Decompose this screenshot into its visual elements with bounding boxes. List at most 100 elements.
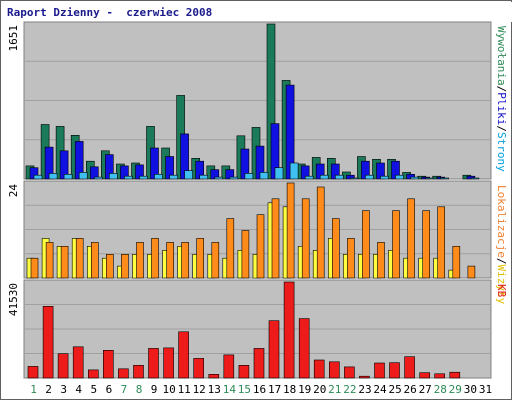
- bar-bottom-kb: [344, 366, 355, 379]
- day-label: 5: [90, 383, 97, 396]
- day-label: 25: [388, 383, 401, 396]
- bar-bottom-kb: [404, 356, 415, 379]
- bar-top-strony: [289, 162, 299, 180]
- bar-middle-lokalizacje: [392, 210, 400, 279]
- bar-top-strony: [470, 177, 480, 180]
- bar-middle-lokalizacje: [286, 182, 295, 279]
- bar-middle-lokalizacje: [331, 218, 340, 279]
- bar-middle-lokalizacje: [241, 230, 250, 279]
- chart-title: Raport Dzienny - czerwiec 2008: [7, 6, 213, 19]
- bar-top-strony: [380, 175, 389, 180]
- bar-middle-lokalizacje: [45, 242, 54, 279]
- bar-top-strony: [365, 174, 374, 180]
- bar-top-strony: [334, 174, 344, 180]
- bar-middle-lokalizacje: [301, 198, 310, 279]
- bar-top-strony: [94, 176, 103, 180]
- bar-middle-lokalizacje: [467, 265, 476, 279]
- day-label: 18: [283, 383, 296, 396]
- legend-middle: Lokalizacje/Wizyty: [495, 185, 508, 305]
- day-label: 11: [178, 383, 191, 396]
- bar-bottom-kb: [359, 375, 370, 379]
- legend-entry: /: [495, 125, 508, 132]
- day-label: 3: [60, 383, 67, 396]
- bar-middle-lokalizacje: [362, 210, 370, 279]
- day-label: 9: [151, 383, 158, 396]
- day-label: 27: [419, 383, 432, 396]
- bar-bottom-kb: [268, 320, 280, 379]
- bar-bottom-kb: [389, 362, 400, 379]
- bar-bottom-kb: [449, 371, 461, 379]
- bar-bottom-kb: [72, 346, 84, 379]
- legend-entry: Strony: [495, 132, 508, 172]
- day-label: 1: [30, 383, 37, 396]
- bar-middle-lokalizacje: [60, 246, 69, 279]
- bar-top-strony: [169, 174, 178, 180]
- bar-top-strony: [199, 174, 208, 180]
- bar-top-strony: [244, 173, 254, 180]
- bar-bottom-kb: [328, 361, 340, 379]
- bar-bottom-kb: [148, 348, 159, 379]
- bar-middle-lokalizacje: [347, 238, 355, 279]
- day-label: 31: [479, 383, 492, 396]
- bar-bottom-kb: [88, 369, 99, 379]
- bar-middle-lokalizacje: [151, 238, 159, 279]
- day-label: 30: [464, 383, 477, 396]
- bar-bottom-kb: [133, 364, 144, 379]
- bar-bottom-kb: [283, 281, 295, 379]
- bar-middle-lokalizacje: [166, 242, 174, 279]
- day-label: 13: [208, 383, 221, 396]
- bar-top-strony: [48, 173, 58, 180]
- day-label: 21: [328, 383, 341, 396]
- legend-entry: /: [495, 86, 508, 93]
- legend-bottom: KB: [495, 284, 508, 298]
- day-label: 17: [268, 383, 281, 396]
- bar-top-strony: [350, 177, 359, 180]
- bar-bottom-kb: [178, 331, 189, 379]
- day-label: 20: [313, 383, 326, 396]
- bar-bottom-kb: [27, 366, 39, 379]
- bar-top-strony: [63, 174, 73, 180]
- legend-entry: Wizyty: [495, 264, 508, 304]
- legend-entry: Lokalizacje: [495, 185, 508, 258]
- bar-top-strony: [184, 170, 193, 180]
- bar-middle-lokalizacje: [106, 254, 114, 279]
- bar-bottom-kb: [434, 373, 446, 379]
- title-bar: Raport Dzienny - czerwiec 2008: [2, 2, 512, 22]
- legend-entry: Pliki: [495, 92, 508, 125]
- bar-middle-lokalizacje: [271, 198, 280, 279]
- bar-bottom-kb: [193, 358, 204, 379]
- bar-top-strony: [440, 177, 450, 180]
- bar-bottom-kb: [57, 353, 69, 379]
- bar-middle-lokalizacje: [452, 246, 461, 279]
- bar-top-strony: [229, 176, 239, 180]
- bar-middle-lokalizacje: [196, 238, 204, 279]
- bar-top-strony: [109, 173, 118, 180]
- day-label: 4: [75, 383, 82, 396]
- bar-top-strony: [319, 174, 329, 180]
- bar-middle-lokalizacje: [316, 186, 325, 279]
- bar-bottom-kb: [118, 368, 129, 379]
- bar-top-strony: [274, 167, 284, 180]
- bar-middle-lokalizacje: [121, 254, 129, 279]
- legend-top: Wywołania/Pliki/Strony: [495, 26, 508, 172]
- day-label: 8: [136, 383, 143, 396]
- bar-middle-lokalizacje: [136, 242, 144, 279]
- bar-middle-lokalizacje: [91, 242, 99, 279]
- bar-middle-lokalizacje: [407, 198, 415, 279]
- day-label: 22: [343, 383, 356, 396]
- day-label: 7: [121, 383, 128, 396]
- bar-bottom-kb: [223, 354, 235, 379]
- day-label: 26: [403, 383, 416, 396]
- bar-middle-lokalizacje: [437, 206, 446, 279]
- bar-top-strony: [425, 177, 435, 180]
- bar-top-strony: [214, 176, 224, 180]
- bar-top-strony: [395, 174, 404, 180]
- day-label: 28: [434, 383, 447, 396]
- bar-top-strony: [154, 174, 163, 180]
- bar-middle-lokalizacje: [30, 257, 39, 279]
- y-max-label-top: 1651: [7, 25, 20, 52]
- bar-top-strony: [124, 175, 133, 180]
- day-label: 10: [162, 383, 175, 396]
- bar-bottom-kb: [163, 347, 174, 379]
- bar-middle-lokalizacje: [211, 242, 220, 279]
